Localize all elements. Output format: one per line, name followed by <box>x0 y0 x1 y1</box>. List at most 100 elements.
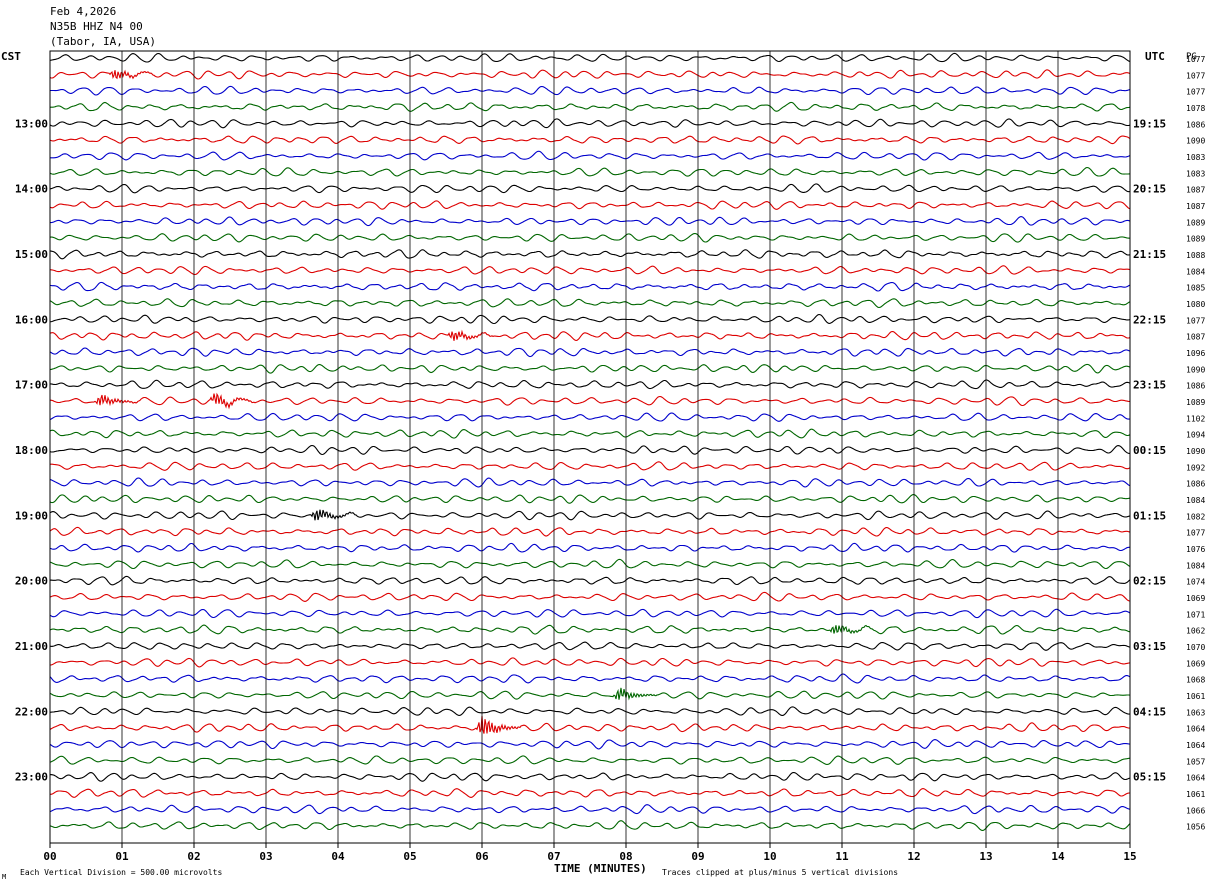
trace-row-0 <box>49 52 1131 63</box>
trace-row-43 <box>49 755 1131 765</box>
trace-row-47 <box>49 820 1131 831</box>
x-tick-label-09: 09 <box>691 850 704 863</box>
row-scale-value: 1083 <box>1186 153 1205 162</box>
trace-row-3 <box>49 101 1131 112</box>
row-scale-value: 1086 <box>1186 382 1205 391</box>
x-tick-label-06: 06 <box>475 850 489 863</box>
trace-row-40 <box>49 706 1130 716</box>
row-scale-value: 1086 <box>1186 480 1205 489</box>
row-scale-value: 1090 <box>1186 447 1205 456</box>
trace-row-17 <box>49 329 1131 341</box>
x-axis-title: TIME (MINUTES) <box>554 862 647 875</box>
row-scale-value: 1087 <box>1186 202 1205 211</box>
row-scale-value: 1077 <box>1186 88 1205 97</box>
left-hour-label: 17:00 <box>15 379 48 392</box>
row-scale-value: 1094 <box>1186 431 1205 440</box>
right-hour-label: 02:15 <box>1133 575 1166 588</box>
x-tick-label-03: 03 <box>259 850 272 863</box>
left-hour-label: 23:00 <box>15 771 48 784</box>
row-scale-value: 1069 <box>1186 659 1205 668</box>
row-scale-value: 1063 <box>1186 708 1205 717</box>
label-layer: 00 01 02 03 04 05 06 07 08 09 10 11 12 13 14 15 13:00 14:… <box>15 55 1206 863</box>
x-tick-label-13: 13 <box>979 850 992 863</box>
x-tick-label-15: 15 <box>1123 850 1136 863</box>
row-scale-value: 1069 <box>1186 594 1205 603</box>
trace-row-37 <box>50 657 1131 668</box>
row-scale-value: 1089 <box>1186 235 1205 244</box>
row-scale-value: 1087 <box>1186 186 1205 195</box>
left-hour-label: 21:00 <box>15 640 48 653</box>
trace-row-16 <box>49 313 1131 325</box>
x-tick-label-05: 05 <box>403 850 416 863</box>
trace-row-14 <box>49 281 1131 292</box>
x-tick-label-01: 01 <box>115 850 129 863</box>
x-tick-label-02: 02 <box>187 850 200 863</box>
row-scale-value: 1096 <box>1186 349 1205 358</box>
row-scale-value: 1090 <box>1186 137 1205 146</box>
trace-row-45 <box>49 788 1130 798</box>
right-hour-label: 05:15 <box>1133 771 1166 784</box>
trace-row-11 <box>49 232 1131 243</box>
trace-row-1 <box>49 69 1131 80</box>
scale-column-label: PG <box>1186 52 1197 62</box>
trace-row-32 <box>49 575 1131 586</box>
clip-note: Traces clipped at plus/minus 5 vertical … <box>662 868 899 877</box>
corner-mark: M <box>2 873 7 881</box>
trace-row-42 <box>49 739 1131 750</box>
x-tick-label-10: 10 <box>763 850 776 863</box>
trace-row-44 <box>49 771 1131 782</box>
right-hour-label: 20:15 <box>1133 183 1166 196</box>
right-hour-label: 21:15 <box>1133 248 1166 261</box>
trace-row-38 <box>49 673 1131 684</box>
row-scale-value: 1087 <box>1186 333 1205 342</box>
left-hour-label: 18:00 <box>15 444 48 457</box>
right-hour-label: 01:15 <box>1133 509 1166 522</box>
trace-row-29 <box>49 526 1131 537</box>
row-scale-value: 1064 <box>1186 725 1205 734</box>
x-tick-label-04: 04 <box>331 850 345 863</box>
trace-row-2 <box>49 85 1131 96</box>
row-scale-value: 1102 <box>1186 414 1205 423</box>
row-scale-value: 1068 <box>1186 676 1205 685</box>
row-scale-value: 1077 <box>1186 529 1205 538</box>
station-location: (Tabor, IA, USA) <box>50 35 156 48</box>
right-hour-label: 03:15 <box>1133 640 1166 653</box>
row-scale-value: 1086 <box>1186 120 1205 129</box>
row-scale-value: 1089 <box>1186 218 1205 227</box>
row-scale-value: 1061 <box>1186 692 1205 701</box>
trace-row-34 <box>49 608 1131 619</box>
trace-row-7 <box>49 166 1131 177</box>
trace-row-8 <box>49 183 1131 194</box>
row-scale-value: 1066 <box>1186 806 1205 815</box>
row-scale-value: 1076 <box>1186 545 1205 554</box>
left-hour-label: 15:00 <box>15 248 48 261</box>
grid-layer <box>49 50 1131 848</box>
row-scale-value: 1077 <box>1186 71 1205 80</box>
right-hour-label: 22:15 <box>1133 313 1166 326</box>
trace-row-9 <box>49 200 1131 210</box>
right-hour-label: 00:15 <box>1133 444 1166 457</box>
row-scale-value: 1056 <box>1186 823 1205 832</box>
trace-row-46 <box>49 804 1131 815</box>
left-hour-label: 13:00 <box>15 117 48 130</box>
row-scale-value: 1080 <box>1186 300 1205 309</box>
trace-row-10 <box>49 216 1131 227</box>
row-scale-value: 1078 <box>1186 104 1205 113</box>
row-scale-value: 1088 <box>1186 251 1205 260</box>
row-scale-value: 1077 <box>1186 316 1205 325</box>
left-hour-label: 19:00 <box>15 509 48 522</box>
trace-row-30 <box>49 542 1131 553</box>
trace-row-41 <box>49 715 1131 734</box>
right-hour-label: 19:15 <box>1133 117 1166 130</box>
trace-row-5 <box>49 135 1131 145</box>
trace-row-24 <box>49 444 1131 456</box>
trace-row-22 <box>49 412 1131 422</box>
left-hour-label: 16:00 <box>15 313 48 326</box>
x-tick-label-07: 07 <box>547 850 560 863</box>
row-scale-value: 1092 <box>1186 463 1205 472</box>
trace-row-36 <box>49 641 1131 651</box>
trace-row-35 <box>49 624 1131 635</box>
trace-row-25 <box>49 461 1131 471</box>
trace-row-26 <box>49 477 1131 488</box>
